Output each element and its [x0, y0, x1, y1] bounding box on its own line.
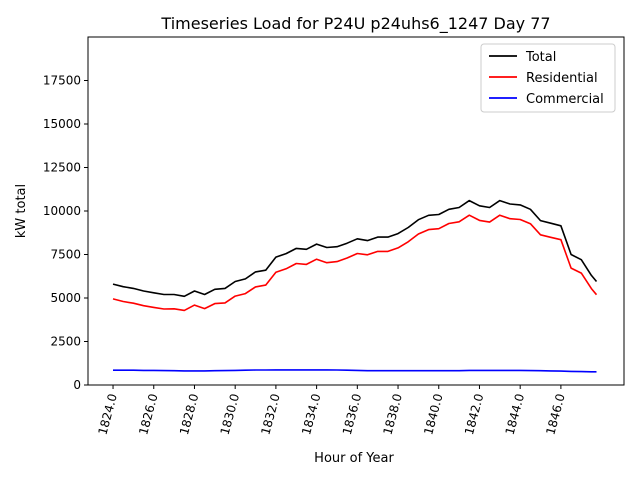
- y-tick-label: 7500: [50, 248, 81, 262]
- y-tick-label: 12500: [43, 161, 81, 175]
- legend: Total Residential Commercial: [480, 43, 616, 113]
- legend-box: [480, 43, 616, 113]
- y-tick-label: 5000: [50, 291, 81, 305]
- y-tick-label: 10000: [43, 204, 81, 218]
- series-line-residential: [112, 214, 598, 312]
- y-axis-label: kW total: [14, 184, 29, 238]
- legend-label-total: Total: [525, 50, 556, 65]
- series-line-total: [112, 199, 598, 298]
- chart-title: Timeseries Load for P24U p24uhs6_1247 Da…: [160, 14, 550, 34]
- series-line-commercial: [113, 369, 597, 373]
- y-tick-label: 17500: [43, 74, 81, 88]
- plot-area: [112, 199, 598, 373]
- y-tick-label: 15000: [43, 117, 81, 131]
- y-tick-label: 0: [73, 378, 81, 392]
- y-tick-label: 2500: [50, 335, 81, 349]
- legend-label-residential: Residential: [526, 71, 598, 86]
- legend-label-commercial: Commercial: [526, 92, 604, 107]
- x-axis-label: Hour of Year: [314, 451, 394, 466]
- y-axis: 0 2500 5000 7500 10000 12500 15000 17500: [43, 74, 88, 392]
